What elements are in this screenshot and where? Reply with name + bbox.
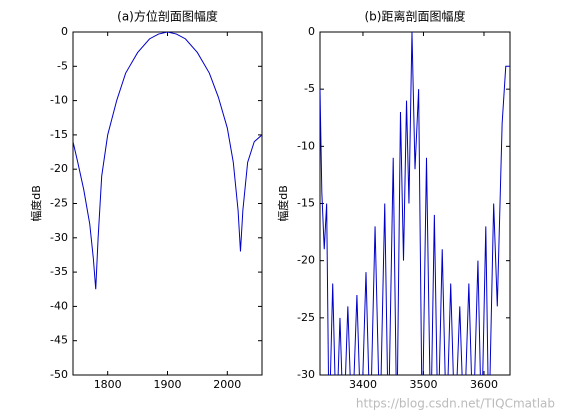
y-tick-label: -20 [50, 162, 68, 175]
y-tick-label: -15 [50, 128, 68, 141]
y-tick-label: 0 [308, 25, 315, 38]
y-tick-label: 0 [61, 25, 68, 38]
y-tick-label: -20 [297, 254, 315, 267]
y-tick-label: -35 [50, 265, 68, 278]
data-line [320, 32, 510, 375]
y-tick-label: -30 [297, 368, 315, 381]
x-tick-label: 1900 [154, 378, 182, 391]
x-tick-label: 3500 [409, 378, 437, 391]
x-tick-label: 3600 [470, 378, 498, 391]
x-tick-label: 2000 [213, 378, 241, 391]
y-tick-label: -10 [297, 139, 315, 152]
data-line [73, 32, 262, 290]
x-tick-label: 1800 [94, 378, 122, 391]
y-tick-label: -45 [50, 334, 68, 347]
y-axis-label: 幅度dB [276, 185, 290, 222]
chart-title: (b)距离剖面图幅度 [365, 9, 466, 24]
y-tick-label: -30 [50, 231, 68, 244]
y-axis-label: 幅度dB [29, 185, 43, 222]
y-tick-label: -15 [297, 197, 315, 210]
y-tick-label: -50 [50, 368, 68, 381]
axes-box [72, 31, 263, 376]
chart-title: (a)方位剖面图幅度 [117, 9, 218, 24]
y-tick-label: -10 [50, 94, 68, 107]
axes-box [319, 31, 511, 376]
watermark: https://blog.csdn.net/TIQCmatlab [356, 397, 555, 411]
x-tick-label: 3400 [349, 378, 377, 391]
y-tick-label: -40 [50, 299, 68, 312]
y-tick-label: -25 [297, 311, 315, 324]
y-tick-label: -5 [304, 82, 315, 95]
y-tick-label: -25 [50, 197, 68, 210]
y-tick-label: -5 [57, 59, 68, 72]
